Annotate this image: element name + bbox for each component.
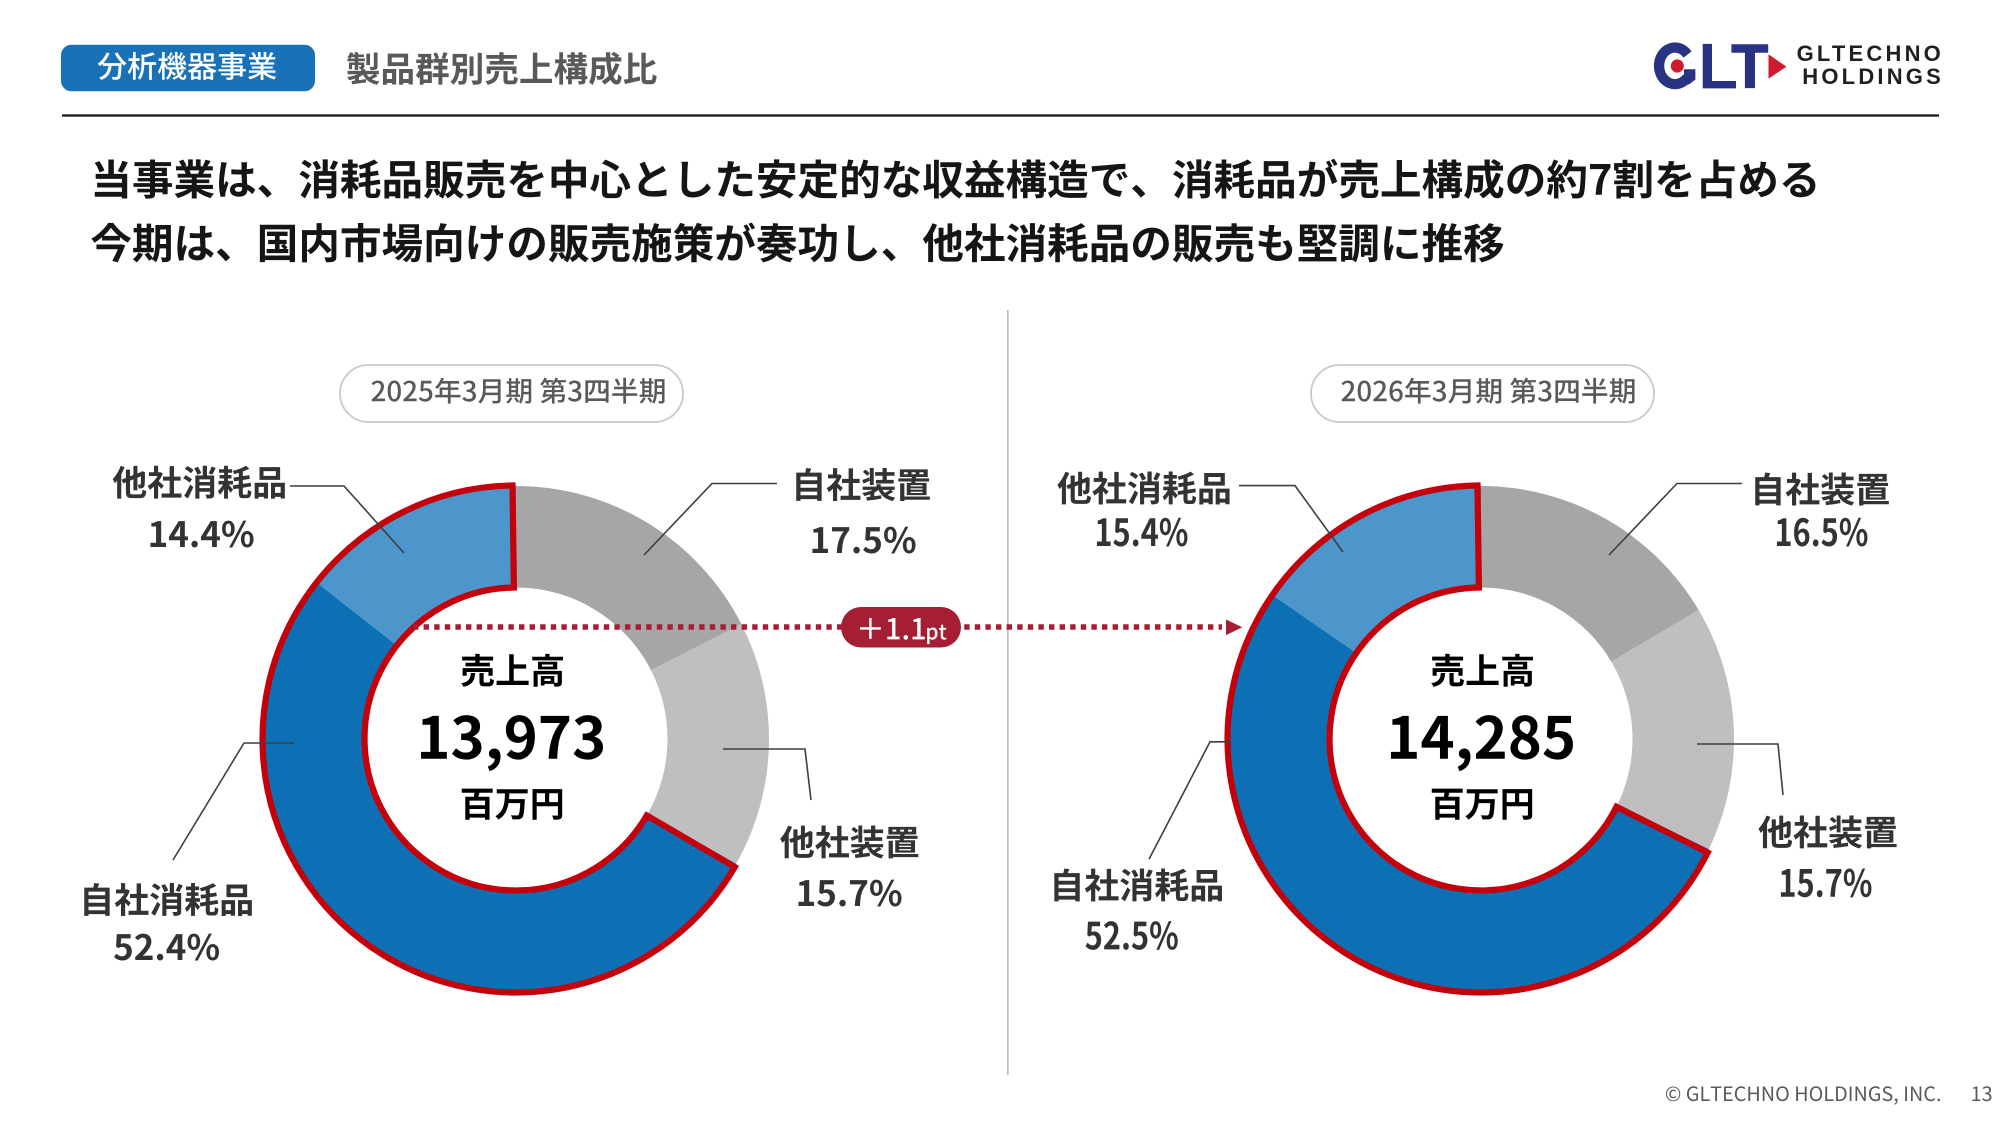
svg-text:GLTECHNO: GLTECHNO: [1797, 41, 1944, 66]
svg-text:HOLDINGS: HOLDINGS: [1802, 64, 1944, 89]
